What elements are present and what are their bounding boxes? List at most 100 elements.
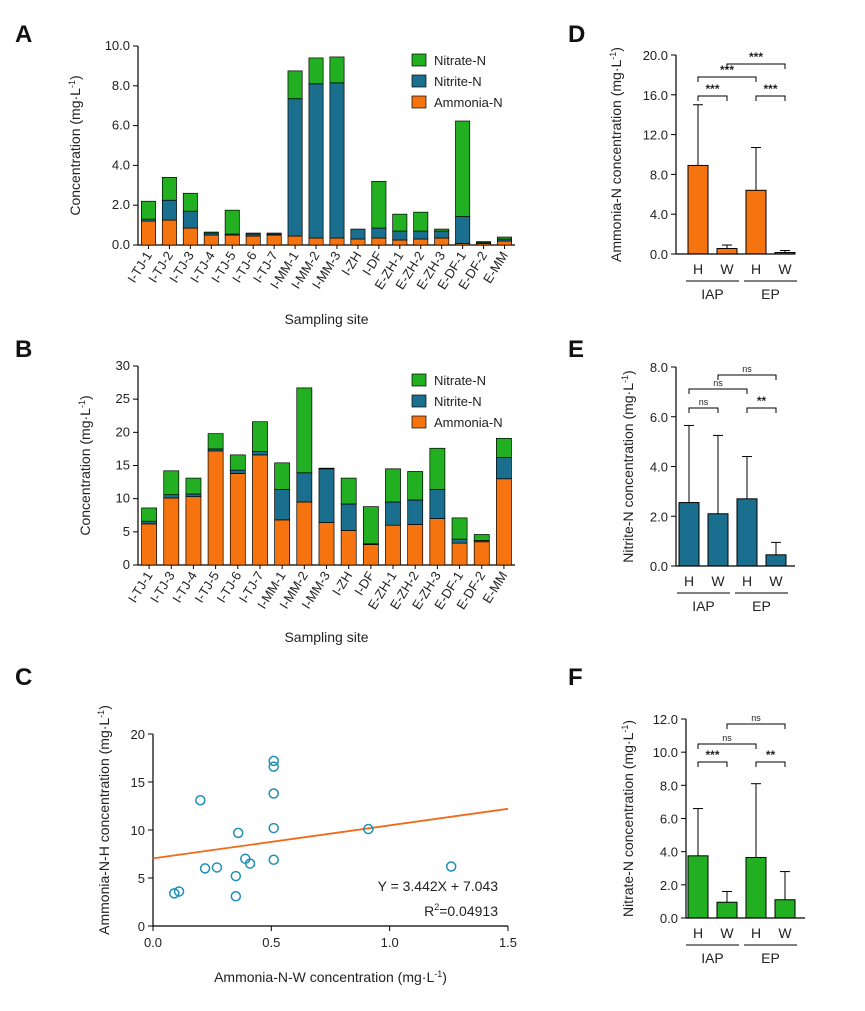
bar-segment [224,209,240,235]
bar-segment [385,468,401,503]
bar-segment [329,237,345,246]
bar-segment [413,211,429,232]
bar-segment [407,471,424,501]
bar-segment [473,541,490,566]
bar [774,899,796,919]
y-tick-label: 20.0 [643,48,668,63]
bar-segment [329,56,345,84]
bar-segment [476,241,492,243]
y-tick-label: 0 [138,919,145,934]
sig-label: ns [722,733,732,743]
bar-segment [296,472,313,503]
y-tick-label: 0 [123,557,130,572]
scatter-point [195,794,206,806]
x-tick-label: W [720,925,734,941]
bar-segment [245,235,261,246]
bar-segment [207,433,224,450]
fit-line [152,807,509,860]
x-tick-label: W [711,573,725,589]
bar-segment [141,220,156,246]
sig-bracket [697,743,757,749]
bar-segment [163,470,180,496]
bar-segment [252,451,268,456]
bar-segment [141,523,157,566]
bar-segment [371,227,387,239]
group-label: EP [761,286,780,302]
bar-segment [473,534,490,541]
bar-segment [203,231,219,234]
bar-segment [163,497,180,566]
x-tick-label: H [751,261,761,277]
bar-segment [413,230,429,240]
group-label: EP [752,598,771,614]
sig-bracket [697,95,728,101]
y-axis-title: Concentration (mg·L-1) [67,75,83,215]
scatter-point [232,827,244,839]
y-tick-label: 20 [131,727,145,742]
bar-segment [429,489,446,519]
sig-bracket [726,63,786,69]
bar-segment [455,120,471,217]
sig-bracket [688,407,719,413]
y-tick-label: 5 [138,871,145,886]
sig-bracket [688,388,748,394]
y-axis-title: Ammonia-N-H concentration (mg·L-1) [96,705,112,935]
scatter-point [244,858,256,869]
bar-segment [350,228,366,240]
y-tick-label: 16.0 [643,88,668,103]
bar-segment [455,216,471,244]
y-tick-label: 0.0 [112,237,130,252]
legend-label: Nitrite-N [434,394,482,409]
y-tick-label: 12.0 [643,128,668,143]
y-tick-label: 25 [116,391,130,406]
y-tick-label: 6.0 [112,118,130,133]
bar-segment [429,518,446,566]
bar-segment [496,457,512,480]
sig-label: *** [763,82,777,96]
chart-b-stacked-bars: 051015202530I-TJ-1I-TJ-3I-TJ-4I-TJ-5I-TJ… [77,358,515,645]
bar-segment [496,478,512,566]
bar-segment [252,454,268,566]
scatter-point [268,755,279,767]
scatter-point [268,822,279,834]
scatter-point [268,854,279,866]
bar-segment [224,234,240,246]
bar-segment [185,493,202,498]
bar-segment [161,176,177,201]
bar-segment [340,477,357,505]
bar [736,498,758,567]
sig-bracket [726,723,786,729]
x-tick-label: 0.0 [144,935,162,950]
bar-segment [296,387,313,474]
bar-segment [340,530,357,566]
bar-segment [350,238,366,246]
sig-label: ** [766,748,776,762]
bar-segment [161,199,177,221]
bar-segment [141,200,156,220]
bar-segment [163,494,180,499]
panel-label-d: D [568,21,585,48]
x-tick-label: H [693,261,703,277]
bar-segment [141,520,157,525]
sig-label: *** [749,50,763,64]
legend-label: Nitrite-N [434,74,482,89]
sig-label: ns [751,713,761,723]
bar-segment [318,468,335,523]
sig-bracket [697,761,728,767]
y-tick-label: 10.0 [105,38,130,53]
y-tick-label: 15 [131,775,145,790]
y-tick-label: 15 [116,458,130,473]
legend-label: Nitrate-N [434,53,486,68]
scatter-point [445,861,457,872]
x-axis-title: Sampling site [284,629,368,645]
bar-segment [266,232,282,235]
group-label: IAP [692,598,715,614]
sig-bracket [746,407,777,413]
bar-segment [287,98,303,237]
y-tick-label: 8.0 [650,360,668,375]
x-tick-label: W [720,261,734,277]
y-tick-label: 8.0 [660,778,678,793]
bar-segment [340,503,357,531]
